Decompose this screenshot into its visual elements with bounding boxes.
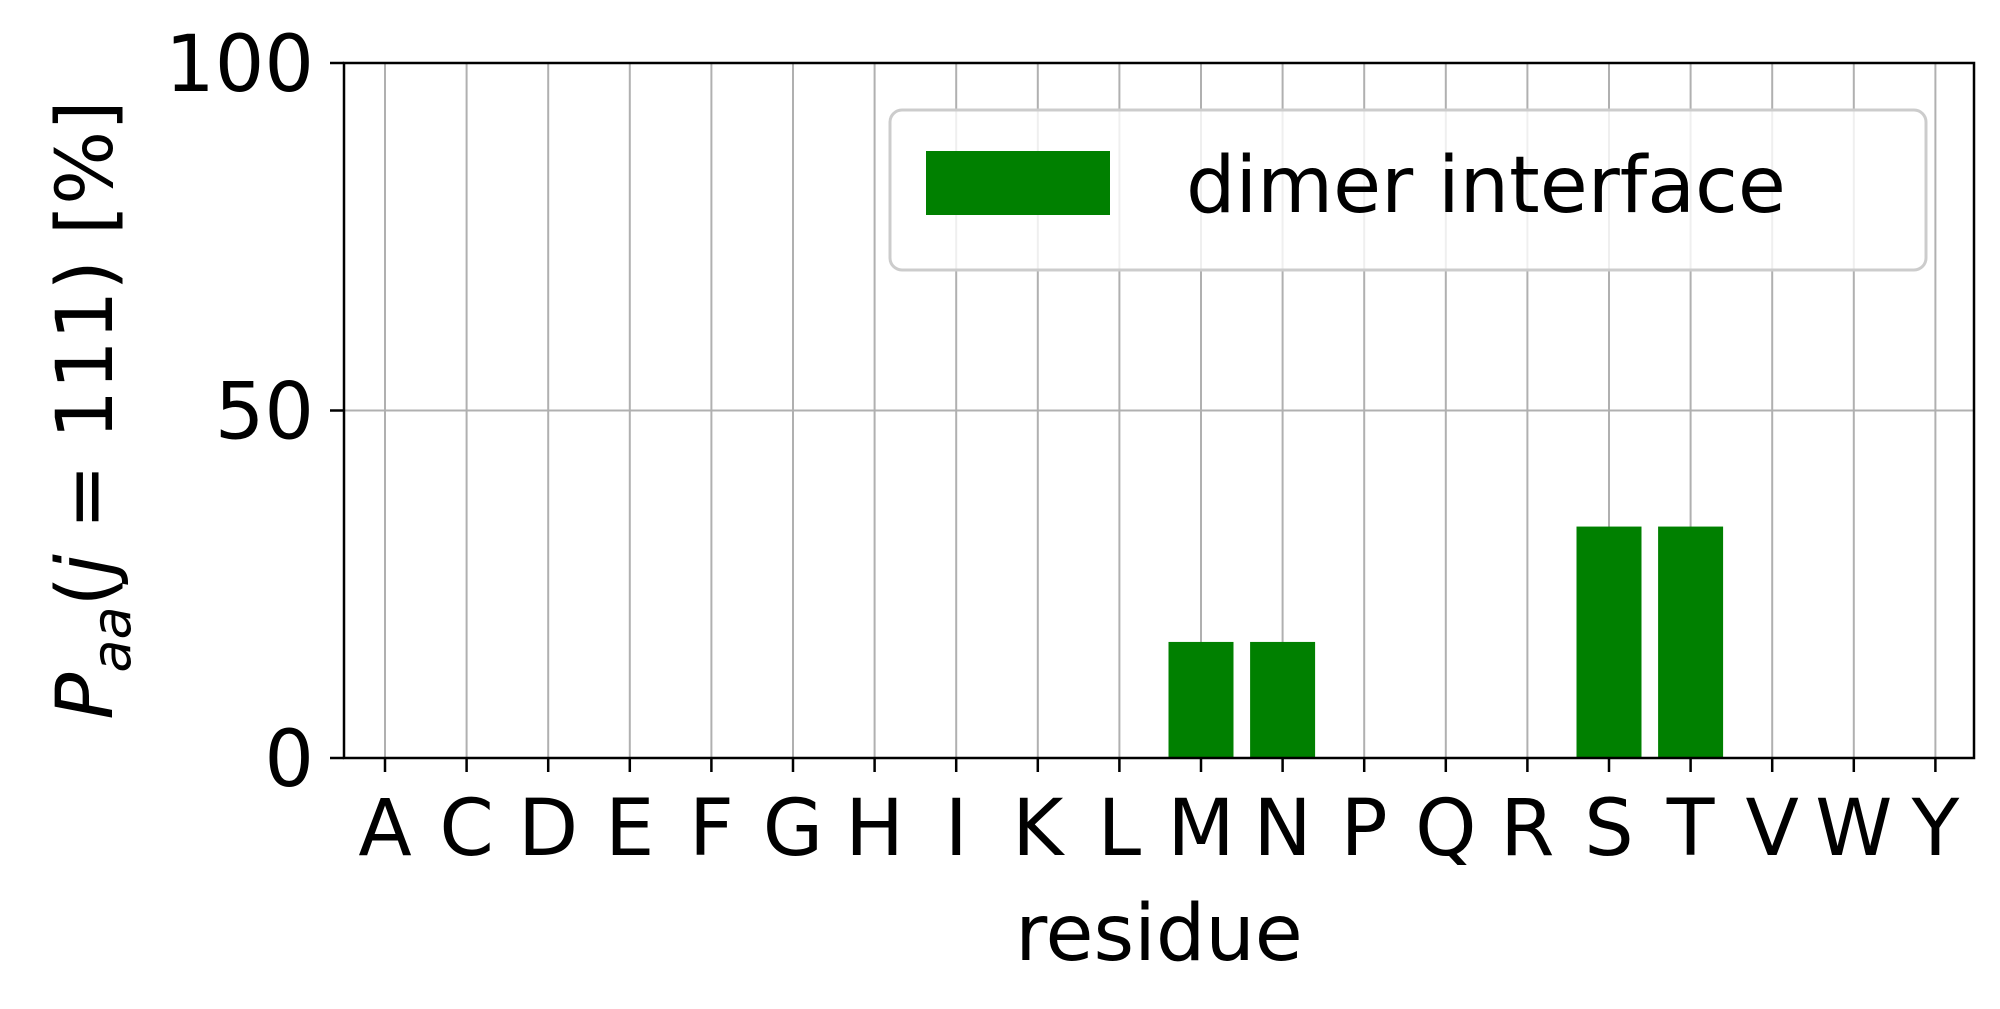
x-tick-label: I [945, 784, 968, 874]
legend-swatch [926, 151, 1110, 215]
x-tick-label: C [439, 784, 493, 874]
legend: dimer interface [888, 108, 1928, 272]
x-tick-label: V [1746, 784, 1799, 874]
x-tick-label: W [1815, 784, 1892, 874]
x-tick-label: F [689, 784, 734, 874]
x-tick-label: A [358, 784, 411, 874]
legend-box [888, 108, 1928, 272]
bar-M [1168, 641, 1234, 758]
y-axis: 0 50 100 [165, 20, 344, 805]
x-axis-label: residue [1015, 889, 1303, 979]
x-tick-label: M [1167, 784, 1234, 874]
legend-label: dimer interface [1186, 141, 1786, 231]
bar-S [1576, 526, 1642, 758]
x-tick-label: Y [1911, 784, 1960, 874]
x-tick-label: H [845, 784, 904, 874]
y-tick-label: 100 [165, 20, 314, 110]
x-tick-label: Q [1415, 784, 1476, 874]
x-tick-label: L [1098, 784, 1142, 874]
y-axis-label: Paa(j = 111) [%] [41, 100, 143, 719]
bar-T [1658, 526, 1724, 758]
x-tick-label: T [1666, 784, 1715, 874]
bars-group [1168, 526, 1724, 758]
x-tick-label: E [605, 784, 654, 874]
x-tick-label: R [1500, 784, 1554, 874]
x-tick-label: G [763, 784, 823, 874]
x-tick-label: N [1253, 784, 1311, 874]
x-tick-label: P [1341, 784, 1388, 874]
x-tick-label: D [518, 784, 578, 874]
bar-N [1250, 641, 1316, 758]
x-tick-label: S [1584, 784, 1634, 874]
y-tick-label: 50 [215, 368, 314, 458]
y-tick-label: 0 [264, 715, 314, 805]
x-tick-label: K [1012, 784, 1065, 874]
